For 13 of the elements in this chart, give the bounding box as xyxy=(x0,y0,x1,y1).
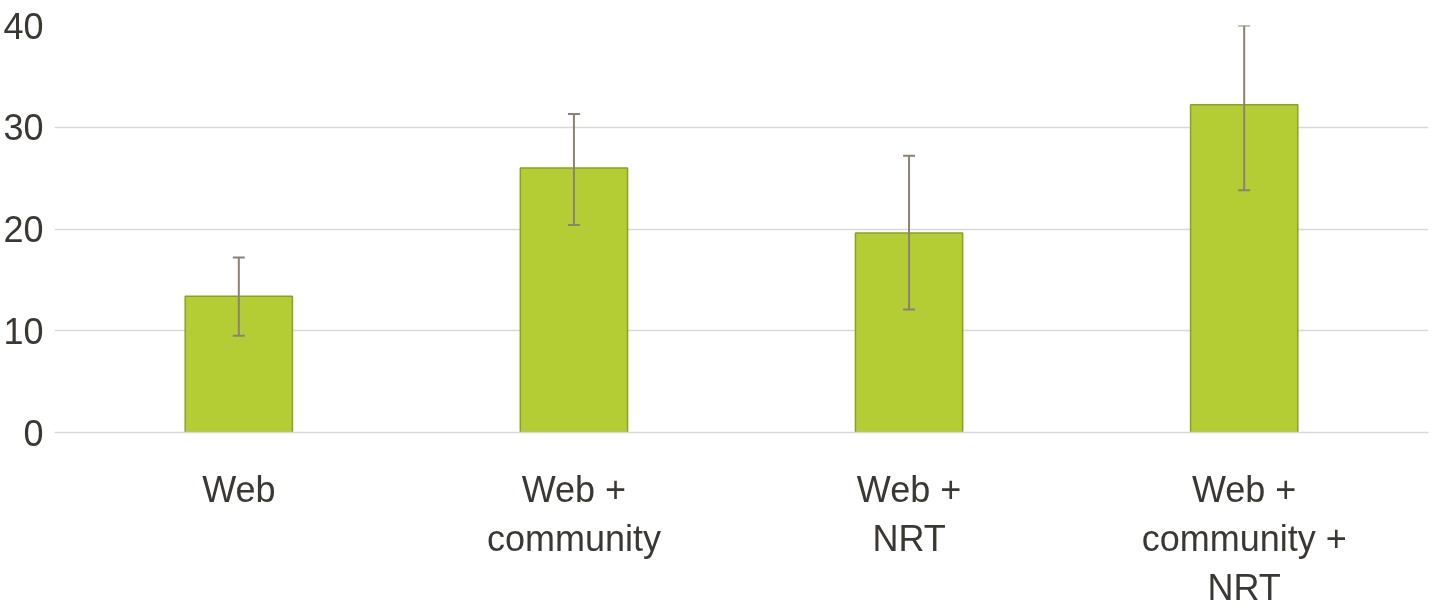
bar xyxy=(519,167,629,433)
bar xyxy=(1189,104,1299,433)
y-tick-label: 10 xyxy=(3,310,44,352)
x-tick-label: Web + NRT xyxy=(856,468,962,559)
x-tick-label: Web + community xyxy=(486,468,661,559)
bar xyxy=(184,295,294,433)
x-tick-label: Web xyxy=(202,468,276,510)
y-tick-label: 20 xyxy=(3,209,44,250)
y-tick-label: 40 xyxy=(3,5,44,47)
y-tick-label: 30 xyxy=(3,107,44,149)
bar xyxy=(854,232,964,433)
y-tick-label: 0 xyxy=(23,412,44,454)
x-tick-label: Web + community + NRT xyxy=(1141,468,1347,608)
